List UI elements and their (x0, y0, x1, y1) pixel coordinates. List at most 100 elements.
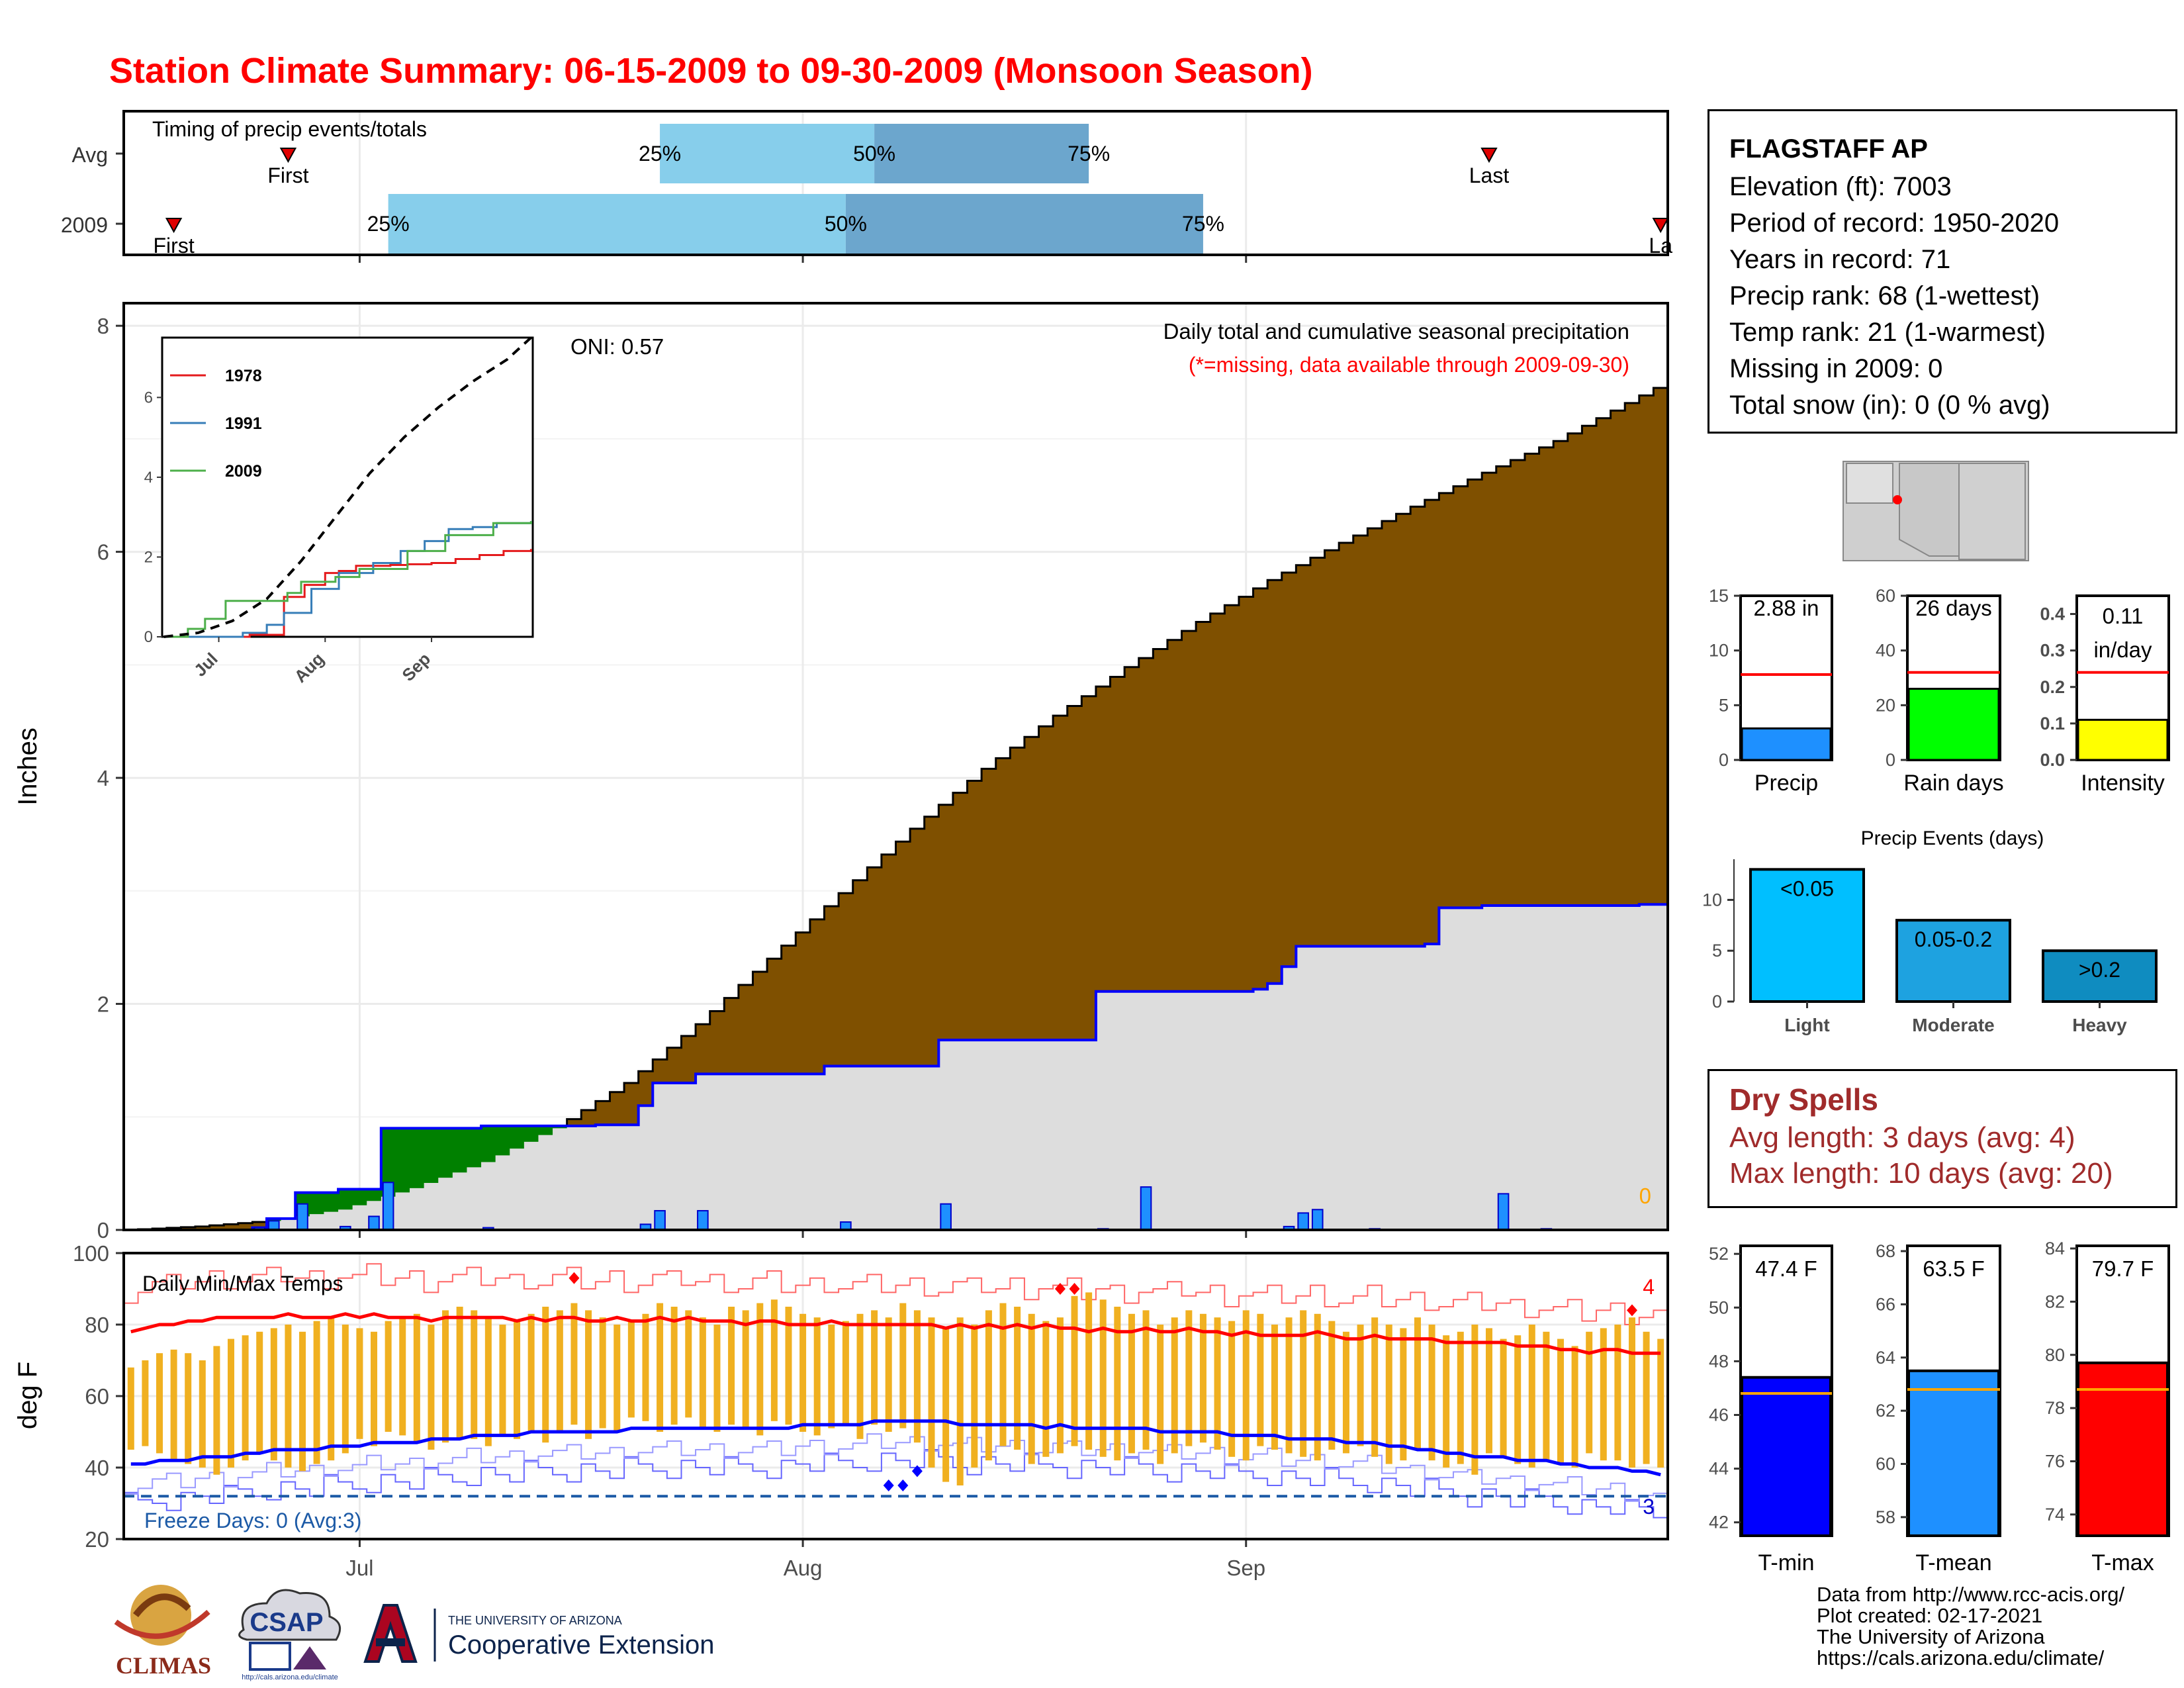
temp-daily-bar (399, 1317, 406, 1436)
temp-daily-bar (657, 1303, 664, 1432)
temp-daily-bar (1099, 1299, 1107, 1457)
temp-daily-bar (1014, 1307, 1021, 1450)
csap-logo: CSAP http://cals.arizona.edu/climate (238, 1589, 341, 1681)
timeline-last-marker (1652, 218, 1669, 234)
precip-observed-line (124, 903, 1668, 1231)
temp-daily-bar (556, 1310, 563, 1432)
temp-daily-bar (1228, 1321, 1236, 1457)
temp-daily-bar (1185, 1310, 1193, 1446)
temp-daily-bar (899, 1303, 907, 1429)
precip-y-axis-label: Inches (13, 727, 42, 806)
events-y-tick-label: 10 (1702, 890, 1722, 910)
temp-daily-bar (156, 1353, 163, 1454)
temp-daily-bar (1385, 1325, 1392, 1464)
temp-daily-bar (442, 1310, 449, 1443)
station-info-box: FLAGSTAFF AP Elevation (ft): 7003 Period… (1707, 109, 2177, 434)
region-map-state-az (1899, 463, 1960, 557)
temp-daily-bar (999, 1303, 1007, 1446)
temp-y-tick-label: 20 (85, 1527, 109, 1552)
precip-frame (122, 302, 1669, 1231)
temp-daily-bar (371, 1331, 378, 1446)
temp-daily-bar (1528, 1325, 1535, 1468)
precip-surplus-area (124, 904, 1668, 1230)
page-title: Station Climate Summary: 06-15-2009 to 0… (109, 51, 1313, 91)
summary-y-tick-label: 5 (1719, 695, 1729, 715)
temp-daily-bar (199, 1360, 206, 1468)
temp-daily-bar (599, 1317, 606, 1429)
timeline-q50-label: 50% (853, 142, 895, 165)
events-bar-label: <0.05 (1780, 876, 1834, 900)
temp-daily-bar (1071, 1295, 1078, 1446)
temp-daily-bar (527, 1313, 535, 1432)
temp-daily-bar (799, 1313, 807, 1432)
events-bar-label: 0.05-0.2 (1915, 927, 1992, 951)
events-category-label: Heavy (2072, 1015, 2127, 1035)
temp-summary-value-label-1: 63.5 F (1923, 1256, 1985, 1281)
temp-record-high-marker (1069, 1283, 1080, 1295)
temp-summary-y-tick-label: 60 (1876, 1454, 1895, 1474)
temp-daily-bar (1457, 1331, 1464, 1464)
climas-logo: CLIMAS (114, 1585, 211, 1678)
dry-spells-box: Dry Spells Avg length: 3 days (avg: 4) M… (1707, 1069, 2177, 1208)
temp-daily-bar (127, 1367, 134, 1450)
temp-daily-bar (642, 1313, 649, 1421)
temp-daily-bar (742, 1310, 749, 1429)
events-bar-light (1749, 868, 1865, 1004)
temp-daily-bar (885, 1317, 892, 1432)
events-y-tick-label: 5 (1712, 941, 1722, 961)
temp-daily-bar (985, 1310, 992, 1461)
precip-daily-bar (1140, 1186, 1152, 1231)
summary-bar-0 (1741, 727, 1832, 761)
temp-daily-bar (1128, 1313, 1135, 1454)
temp-summary-y-tick-label: 58 (1876, 1507, 1895, 1527)
temp-daily-bar (728, 1307, 735, 1425)
inset-y-tick-label: 0 (144, 628, 153, 646)
temp-daily-bar (1328, 1321, 1336, 1450)
freeze-count-label: 3 (1643, 1495, 1655, 1519)
inset-y-tick-label: 4 (144, 469, 153, 487)
temp-daily-bar (813, 1317, 821, 1436)
temp-summary-y-tick-label: 68 (1876, 1241, 1895, 1261)
temp-daily-bar (1300, 1310, 1307, 1457)
dry-spells-max: Max length: 10 days (avg: 20) (1729, 1157, 2113, 1190)
precip-daily-bar (1297, 1212, 1309, 1231)
temp-daily-bar (1628, 1317, 1635, 1468)
inset-frame (161, 336, 534, 638)
timeline-last-marker (1480, 148, 1498, 164)
temp-y-axis-label: deg F (13, 1362, 42, 1429)
summary-y-tick-label: 60 (1876, 586, 1895, 606)
temp-daily-bar (1485, 1328, 1492, 1454)
temp-daily-bar (341, 1325, 349, 1454)
temp-daily-bar (270, 1328, 277, 1461)
region-map-state-nm (1958, 463, 2026, 560)
temp-summary-y-tick-label: 82 (2045, 1291, 2065, 1311)
timeline-row-label: Avg (71, 143, 108, 167)
timeline-quartile-bar-q25-q50 (388, 194, 846, 254)
temp-daily-bar (1414, 1317, 1421, 1450)
summary-name-label-0: Precip (1754, 771, 1818, 796)
temp-daily-bar (699, 1317, 706, 1429)
summary-y-tick-label: 40 (1876, 641, 1895, 661)
precip-daily-bar (368, 1215, 380, 1231)
events-category-label: Moderate (1912, 1015, 1994, 1035)
temp-daily-bar (1142, 1310, 1150, 1450)
temp-daily-bar (1543, 1331, 1550, 1461)
temp-frame (122, 1252, 1669, 1540)
temp-daily-bar (385, 1321, 392, 1432)
temp-daily-bar (256, 1331, 263, 1454)
credit-plot-created: Plot created: 02-17-2021 (1817, 1604, 2043, 1627)
svg-text:CSAP: CSAP (250, 1608, 323, 1637)
temp-daily-bar (542, 1307, 549, 1443)
temp-summary-name-label-2: T-max (2091, 1550, 2154, 1575)
inset-y-tick-label: 6 (144, 389, 153, 406)
temp-daily-bar (484, 1317, 492, 1446)
precip-daily-bar (268, 1220, 280, 1231)
station-period: Period of record: 1950-2020 (1729, 209, 2060, 238)
station-missing: Missing in 2009: 0 (1729, 354, 1943, 383)
temp-daily-bar (1199, 1313, 1206, 1443)
temp-y-tick-label: 40 (85, 1456, 109, 1480)
temp-daily-bar (1400, 1328, 1407, 1461)
temp-daily-bar (1214, 1317, 1221, 1450)
temp-summary-name-label-0: T-min (1758, 1550, 1815, 1575)
temp-daily-bar (1171, 1317, 1178, 1454)
